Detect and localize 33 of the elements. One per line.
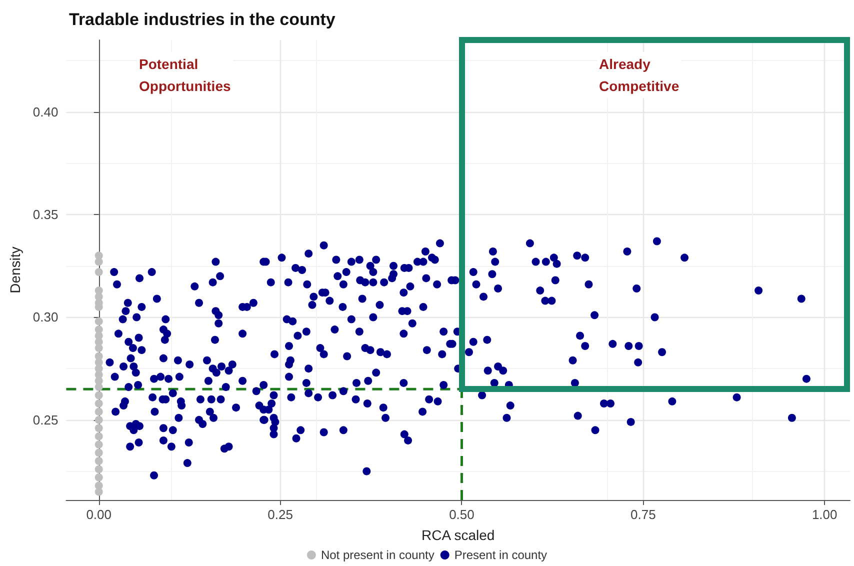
point bbox=[94, 473, 103, 482]
point bbox=[94, 399, 103, 408]
x-tick-label: 1.00 bbox=[812, 507, 838, 522]
point bbox=[94, 391, 103, 400]
legend-label: Not present in county bbox=[320, 548, 434, 562]
chart-title: Tradable industries in the county bbox=[69, 10, 336, 29]
x-tick-label: 0.50 bbox=[449, 507, 474, 522]
legend-label: Present in county bbox=[454, 548, 548, 562]
point bbox=[94, 258, 103, 266]
x-tick-label: 0.25 bbox=[268, 507, 293, 522]
point bbox=[94, 456, 103, 465]
point bbox=[94, 344, 103, 352]
point bbox=[94, 317, 103, 326]
y-tick-label: 0.30 bbox=[32, 310, 58, 325]
point bbox=[94, 416, 103, 424]
x-axis-title: RCA scaled bbox=[422, 527, 495, 543]
x-tick-label: 0.00 bbox=[86, 507, 112, 522]
y-tick-label: 0.25 bbox=[32, 412, 58, 428]
point bbox=[94, 440, 103, 449]
y-tick-label: 0.35 bbox=[32, 207, 58, 222]
y-tick-label: 0.40 bbox=[32, 104, 58, 120]
x-tick-label: 0.75 bbox=[630, 507, 656, 522]
point bbox=[94, 408, 103, 416]
point bbox=[94, 424, 103, 432]
point bbox=[94, 268, 103, 276]
point bbox=[94, 448, 103, 457]
point bbox=[94, 432, 103, 440]
annotation: Already Competitive bbox=[599, 56, 680, 94]
point bbox=[94, 465, 103, 474]
annotation: Potential Opportunities bbox=[139, 56, 231, 94]
y-axis-title: Density bbox=[7, 246, 23, 294]
point bbox=[94, 383, 103, 392]
point bbox=[94, 488, 103, 496]
